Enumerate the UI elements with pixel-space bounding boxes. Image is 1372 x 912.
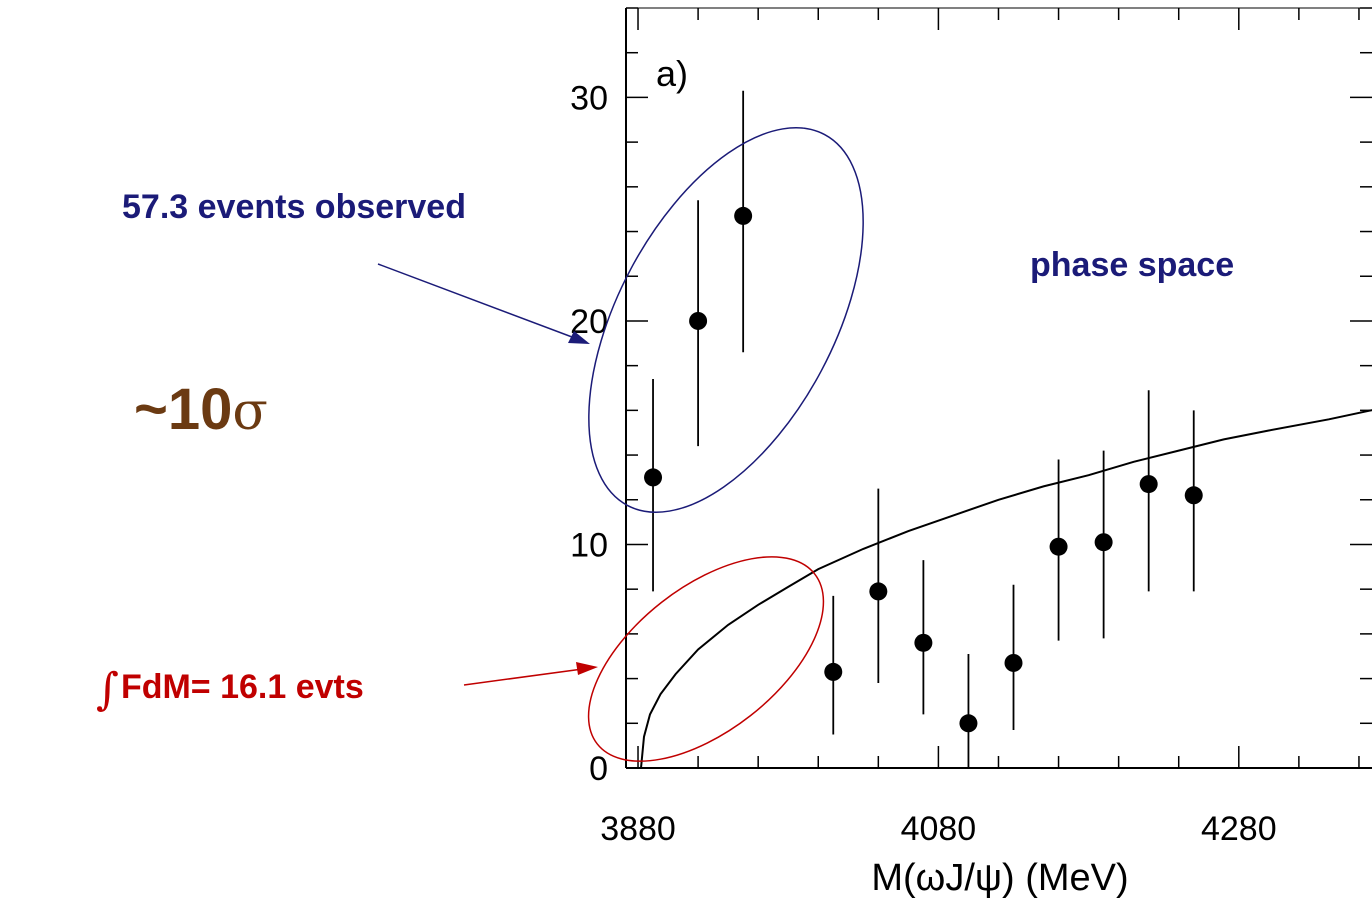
integral-sign: ∫ [96, 664, 119, 715]
phase-space-label: phase space [1030, 246, 1235, 284]
integral-arrow-head [576, 662, 598, 675]
integral-region-ellipse [587, 556, 825, 762]
sigma-symbol: σ [232, 382, 268, 442]
annotation-ellipses [587, 127, 864, 762]
phase-space-curve-layer [640, 409, 1372, 769]
data-point [824, 662, 843, 681]
x-tick-label: 4080 [901, 810, 977, 848]
data-point [689, 311, 708, 330]
observed-arrow-head [568, 331, 590, 344]
annotation-arrows [377, 263, 598, 686]
data-point [959, 714, 978, 733]
x-tick-label: 4280 [1201, 810, 1277, 848]
integral-text: FdM= 16.1 evts [120, 668, 364, 706]
events-observed-annotation: 57.3 events observed [122, 188, 466, 226]
y-tick-label: 30 [570, 79, 608, 117]
significance-value: ~10 [134, 377, 233, 442]
data-points-layer [644, 90, 1203, 768]
data-point [1049, 537, 1068, 556]
data-point [1184, 486, 1203, 505]
panel-label: a) [656, 53, 688, 94]
x-tick-label: 3880 [600, 810, 676, 848]
y-tick-label: 0 [589, 750, 608, 788]
data-point [644, 468, 663, 487]
data-point [734, 206, 753, 225]
phase-space-curve [640, 409, 1372, 769]
data-point [1004, 653, 1023, 672]
significance-annotation: ~10σ [134, 376, 268, 443]
data-point [1139, 475, 1158, 494]
observed-events-ellipse [588, 127, 864, 513]
x-axis-title: M(ωJ/ψ) (MeV) [871, 857, 1128, 899]
data-point [1094, 533, 1113, 552]
observed-arrow-line [377, 263, 581, 341]
y-tick-label: 10 [570, 526, 608, 564]
data-point [869, 582, 888, 601]
integral-annotation: ∫FdM= 16.1 evts [96, 664, 364, 715]
data-point [914, 633, 933, 652]
integral-arrow-line [463, 667, 591, 686]
